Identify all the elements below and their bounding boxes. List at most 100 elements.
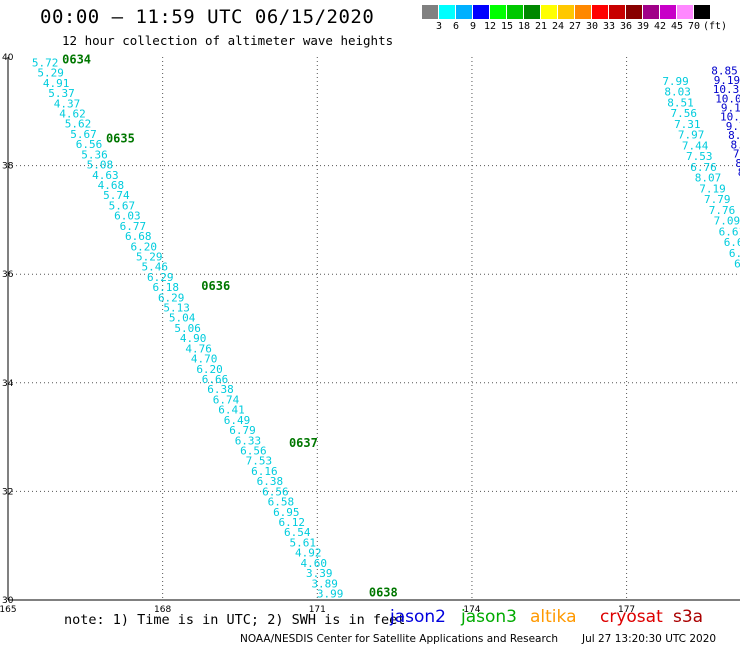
swh-value: 6.61	[719, 225, 740, 238]
swh-value: 4.60	[300, 557, 327, 570]
units-note: note: 1) Time is in UTC; 2) SWH is in fe…	[64, 612, 406, 628]
swh-value: 6.33	[235, 434, 262, 447]
swh-value: 6.41	[218, 404, 245, 417]
generation-timestamp: Jul 27 13:20:30 UTC 2020	[582, 633, 717, 645]
swh-value: 6.49	[224, 414, 251, 427]
swh-value: 4.62	[59, 107, 86, 120]
swh-value: 8.07	[738, 166, 740, 179]
scale-swatch	[694, 5, 710, 19]
scale-label: 15	[501, 21, 514, 32]
scale-swatch	[541, 5, 557, 19]
y-tick-label: 34	[2, 379, 14, 389]
swh-value: 6.20	[131, 240, 158, 253]
legend-jason2: jason2	[390, 607, 446, 627]
swh-value: 5.46	[142, 261, 169, 274]
scale-label: 9	[470, 21, 477, 32]
x-tick-label: 171	[309, 605, 326, 615]
swh-value: 5.37	[48, 87, 75, 100]
swh-value: 5.36	[81, 148, 108, 161]
swh-value: 7.09	[714, 215, 740, 228]
x-tick-label: 165	[0, 605, 17, 615]
legend-s3a: s3a	[673, 607, 704, 627]
swh-value: 7.97	[678, 129, 705, 142]
swh-value: 4.70	[191, 353, 218, 366]
swh-value: 5.72	[32, 56, 59, 69]
swh-value: 6.58	[268, 496, 295, 509]
swh-value: 8.03	[664, 86, 691, 99]
swh-value: 7.56	[671, 107, 698, 120]
scale-label: 70	[688, 21, 701, 32]
swh-value: 7.53	[246, 455, 273, 468]
swh-value: 5.67	[109, 199, 136, 212]
swh-value: 3.99	[317, 587, 344, 600]
legend-cryosat: cryosat	[600, 607, 663, 627]
swh-value: 6.63	[724, 236, 740, 249]
pass-time-label: 0636	[201, 279, 230, 293]
scale-label: 21	[535, 21, 548, 32]
swh-value: 5.74	[103, 189, 130, 202]
scale-label: 45	[671, 21, 684, 32]
swh-value: 6.56	[262, 485, 289, 498]
swh-value: 6.74	[213, 393, 240, 406]
swh-value: 4.68	[98, 179, 125, 192]
swh-value: 6.56	[76, 138, 103, 151]
x-tick-label: 177	[618, 605, 635, 615]
swh-value: 6.38	[257, 475, 284, 488]
swh-value: 7.76	[709, 204, 736, 217]
swh-value: 6.51	[734, 258, 740, 271]
scale-swatch	[643, 5, 659, 19]
swh-value: 7.44	[682, 139, 709, 152]
swh-value: 10.17	[720, 111, 740, 124]
map-subtitle: 12 hour collection of altimeter wave hei…	[62, 33, 394, 48]
swh-value: 6.03	[114, 210, 141, 223]
swh-value: 3.39	[306, 567, 333, 580]
scale-swatch	[609, 5, 625, 19]
y-tick-label: 38	[2, 162, 14, 172]
swh-value: 6.95	[273, 506, 300, 519]
swh-value: 6.54	[284, 526, 311, 539]
swh-value: 4.37	[54, 97, 81, 110]
swh-value: 6.77	[120, 220, 147, 233]
scale-swatch	[473, 5, 489, 19]
scale-label: 30	[586, 21, 599, 32]
scale-swatch	[507, 5, 523, 19]
swh-value: 5.29	[136, 250, 163, 263]
scale-swatch	[558, 5, 574, 19]
swh-value: 8.07	[695, 172, 722, 185]
swh-value: 9.10	[721, 101, 740, 114]
swh-value: 6.29	[147, 271, 174, 284]
swh-value: 7.19	[699, 182, 726, 195]
swh-value: 7.31	[674, 118, 701, 131]
swh-value: 6.20	[196, 363, 223, 376]
swh-value: 4.63	[92, 169, 119, 182]
scale-label: 24	[552, 21, 565, 32]
swh-value: 5.67	[70, 128, 97, 141]
swh-value: 6.68	[125, 230, 152, 243]
swh-value: 6.56	[240, 445, 267, 458]
x-tick-label: 168	[154, 605, 171, 615]
scale-label: 6	[453, 21, 460, 32]
swh-value: 9.74	[726, 120, 740, 133]
scale-swatch	[490, 5, 506, 19]
swh-value: 5.13	[163, 302, 190, 315]
swh-value: 5.08	[87, 159, 114, 172]
swh-value: 10.32	[713, 83, 740, 96]
y-tick-label: 40	[2, 53, 14, 63]
y-tick-label: 36	[2, 270, 14, 280]
swh-value: 6.16	[251, 465, 278, 478]
y-tick-label: 32	[2, 487, 13, 497]
swh-value: 6.71	[729, 247, 740, 260]
legend-jason3: jason3	[461, 607, 517, 627]
swh-value: 8.03	[728, 129, 740, 142]
scale-swatch	[575, 5, 591, 19]
scale-swatch	[592, 5, 608, 19]
swh-value: 4.92	[295, 547, 322, 560]
swh-value: 9.19	[714, 74, 740, 87]
scale-label: 12	[484, 21, 497, 32]
x-tick-label: 174	[463, 605, 480, 615]
swh-value: 8.51	[667, 96, 694, 109]
scale-swatch	[422, 5, 438, 19]
pass-time-label: 0634	[62, 53, 91, 67]
scale-label: 18	[518, 21, 531, 32]
